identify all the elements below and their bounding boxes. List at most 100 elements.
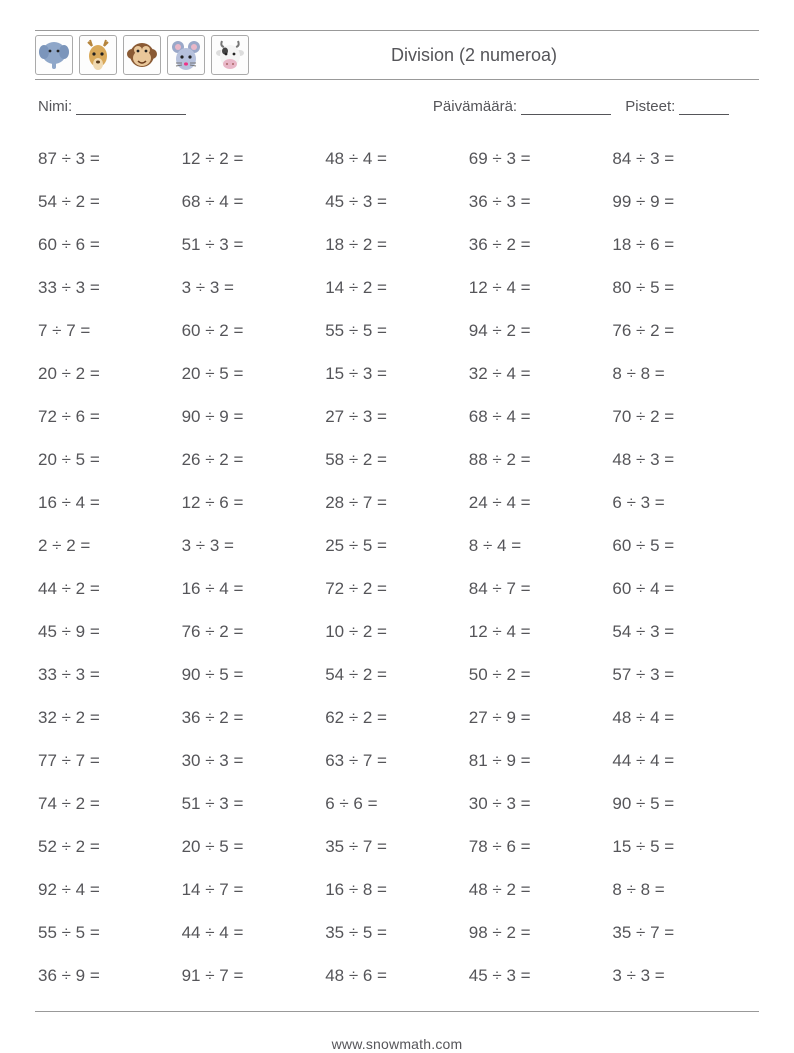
problem-cell: 60 ÷ 4 =	[612, 567, 756, 610]
problem-cell: 87 ÷ 3 =	[38, 137, 182, 180]
problem-cell: 26 ÷ 2 =	[182, 438, 326, 481]
date-field: Päivämäärä:	[433, 98, 611, 115]
problem-cell: 68 ÷ 4 =	[469, 395, 613, 438]
info-row: Nimi: Päivämäärä: Pisteet:	[35, 98, 759, 115]
problem-cell: 99 ÷ 9 =	[612, 180, 756, 223]
problem-cell: 6 ÷ 3 =	[612, 481, 756, 524]
problem-cell: 8 ÷ 8 =	[612, 352, 756, 395]
problem-cell: 8 ÷ 4 =	[469, 524, 613, 567]
problem-cell: 48 ÷ 4 =	[612, 696, 756, 739]
problem-cell: 48 ÷ 6 =	[325, 954, 469, 997]
problem-cell: 90 ÷ 5 =	[612, 782, 756, 825]
problem-cell: 28 ÷ 7 =	[325, 481, 469, 524]
problem-cell: 12 ÷ 6 =	[182, 481, 326, 524]
problem-cell: 12 ÷ 4 =	[469, 610, 613, 653]
problem-cell: 15 ÷ 5 =	[612, 825, 756, 868]
elephant-icon	[35, 35, 73, 75]
problem-cell: 14 ÷ 2 =	[325, 266, 469, 309]
problem-cell: 12 ÷ 4 =	[469, 266, 613, 309]
problem-cell: 57 ÷ 3 =	[612, 653, 756, 696]
problem-cell: 45 ÷ 3 =	[469, 954, 613, 997]
problem-cell: 74 ÷ 2 =	[38, 782, 182, 825]
problem-cell: 24 ÷ 4 =	[469, 481, 613, 524]
problem-cell: 45 ÷ 9 =	[38, 610, 182, 653]
date-label: Päivämäärä:	[433, 98, 517, 115]
problem-cell: 70 ÷ 2 =	[612, 395, 756, 438]
problem-cell: 72 ÷ 6 =	[38, 395, 182, 438]
score-field: Pisteet:	[625, 98, 729, 115]
name-label: Nimi:	[38, 98, 72, 115]
problem-cell: 16 ÷ 8 =	[325, 868, 469, 911]
problem-cell: 54 ÷ 2 =	[325, 653, 469, 696]
problem-cell: 44 ÷ 2 =	[38, 567, 182, 610]
problem-cell: 54 ÷ 2 =	[38, 180, 182, 223]
problem-cell: 60 ÷ 6 =	[38, 223, 182, 266]
problem-cell: 45 ÷ 3 =	[325, 180, 469, 223]
problem-cell: 30 ÷ 3 =	[182, 739, 326, 782]
problem-cell: 60 ÷ 5 =	[612, 524, 756, 567]
problem-cell: 12 ÷ 2 =	[182, 137, 326, 180]
problem-cell: 84 ÷ 7 =	[469, 567, 613, 610]
problem-cell: 48 ÷ 4 =	[325, 137, 469, 180]
problem-cell: 55 ÷ 5 =	[38, 911, 182, 954]
problem-cell: 18 ÷ 6 =	[612, 223, 756, 266]
problem-cell: 48 ÷ 2 =	[469, 868, 613, 911]
problem-cell: 3 ÷ 3 =	[182, 266, 326, 309]
problem-cell: 94 ÷ 2 =	[469, 309, 613, 352]
problem-cell: 20 ÷ 5 =	[182, 825, 326, 868]
problem-cell: 18 ÷ 2 =	[325, 223, 469, 266]
problem-cell: 60 ÷ 2 =	[182, 309, 326, 352]
monkey-icon	[123, 35, 161, 75]
problem-cell: 3 ÷ 3 =	[612, 954, 756, 997]
problem-cell: 91 ÷ 7 =	[182, 954, 326, 997]
problem-cell: 58 ÷ 2 =	[325, 438, 469, 481]
header-row: Division (2 numeroa)	[35, 30, 759, 80]
problem-cell: 54 ÷ 3 =	[612, 610, 756, 653]
problem-cell: 32 ÷ 4 =	[469, 352, 613, 395]
problem-cell: 3 ÷ 3 =	[182, 524, 326, 567]
problem-cell: 35 ÷ 7 =	[325, 825, 469, 868]
problem-cell: 15 ÷ 3 =	[325, 352, 469, 395]
problem-cell: 51 ÷ 3 =	[182, 782, 326, 825]
problem-cell: 20 ÷ 2 =	[38, 352, 182, 395]
problem-cell: 44 ÷ 4 =	[182, 911, 326, 954]
deer-icon	[79, 35, 117, 75]
problem-cell: 55 ÷ 5 =	[325, 309, 469, 352]
problem-cell: 25 ÷ 5 =	[325, 524, 469, 567]
problem-cell: 78 ÷ 6 =	[469, 825, 613, 868]
problem-cell: 52 ÷ 2 =	[38, 825, 182, 868]
footer-link[interactable]: www.snowmath.com	[35, 1036, 759, 1052]
problem-cell: 36 ÷ 2 =	[469, 223, 613, 266]
problem-cell: 10 ÷ 2 =	[325, 610, 469, 653]
problem-cell: 8 ÷ 8 =	[612, 868, 756, 911]
problem-cell: 33 ÷ 3 =	[38, 653, 182, 696]
problems-grid: 87 ÷ 3 =12 ÷ 2 =48 ÷ 4 =69 ÷ 3 =84 ÷ 3 =…	[35, 137, 759, 997]
problem-cell: 2 ÷ 2 =	[38, 524, 182, 567]
problem-cell: 36 ÷ 2 =	[182, 696, 326, 739]
problem-cell: 44 ÷ 4 =	[612, 739, 756, 782]
problem-cell: 69 ÷ 3 =	[469, 137, 613, 180]
problem-cell: 92 ÷ 4 =	[38, 868, 182, 911]
name-field: Nimi:	[38, 98, 433, 115]
worksheet-title: Division (2 numeroa)	[249, 45, 759, 66]
problem-cell: 62 ÷ 2 =	[325, 696, 469, 739]
problem-cell: 33 ÷ 3 =	[38, 266, 182, 309]
name-blank[interactable]	[76, 101, 186, 115]
problem-cell: 72 ÷ 2 =	[325, 567, 469, 610]
problem-cell: 88 ÷ 2 =	[469, 438, 613, 481]
problem-cell: 20 ÷ 5 =	[38, 438, 182, 481]
problem-cell: 76 ÷ 2 =	[612, 309, 756, 352]
problem-cell: 14 ÷ 7 =	[182, 868, 326, 911]
problem-cell: 63 ÷ 7 =	[325, 739, 469, 782]
problem-cell: 48 ÷ 3 =	[612, 438, 756, 481]
problem-cell: 98 ÷ 2 =	[469, 911, 613, 954]
problem-cell: 80 ÷ 5 =	[612, 266, 756, 309]
bottom-rule	[35, 1011, 759, 1012]
problem-cell: 81 ÷ 9 =	[469, 739, 613, 782]
problem-cell: 68 ÷ 4 =	[182, 180, 326, 223]
score-blank[interactable]	[679, 101, 729, 115]
date-blank[interactable]	[521, 101, 611, 115]
problem-cell: 16 ÷ 4 =	[38, 481, 182, 524]
problem-cell: 32 ÷ 2 =	[38, 696, 182, 739]
problem-cell: 76 ÷ 2 =	[182, 610, 326, 653]
